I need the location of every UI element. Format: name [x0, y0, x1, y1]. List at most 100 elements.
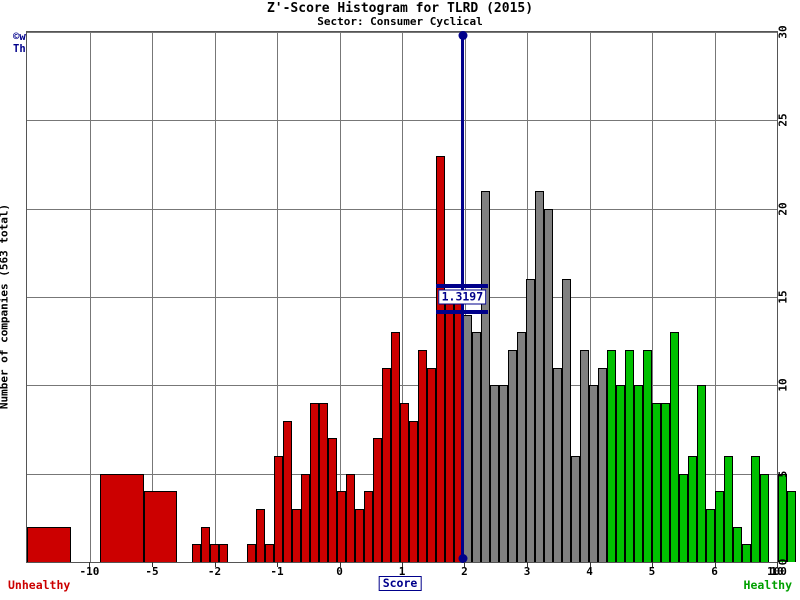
- histogram-bar: [273, 456, 283, 562]
- histogram-bar: [144, 491, 177, 562]
- x-axis-tick-label: -1: [270, 565, 284, 578]
- histogram-bar: [498, 385, 508, 562]
- histogram-bar: [516, 332, 526, 562]
- histogram-bar: [363, 491, 373, 562]
- x-axis-tick-mark: [714, 562, 716, 567]
- histogram-bar: [480, 191, 490, 562]
- histogram-bar: [336, 491, 346, 562]
- x-axis-tick-mark: [89, 562, 91, 567]
- y-axis-tick-label: 5: [776, 470, 790, 477]
- histogram-bar: [606, 350, 616, 562]
- histogram-bar: [750, 456, 760, 562]
- x-axis-tick-label: -2: [207, 565, 222, 578]
- histogram-bar: [624, 350, 634, 562]
- y-axis-tick-label: 0: [776, 558, 790, 566]
- x-axis-tick-label: 2: [461, 565, 468, 578]
- histogram-bar: [786, 491, 796, 562]
- histogram-bar: [100, 473, 144, 562]
- x-axis-tick-label: 4: [586, 565, 593, 578]
- plot-inner: 1.3197: [27, 31, 796, 563]
- histogram-bar: [210, 544, 219, 562]
- score-marker-top-dot: [458, 31, 468, 40]
- histogram-bar: [435, 155, 445, 562]
- y-axis-tick-label: 30: [776, 25, 790, 39]
- x-axis-tick-label: 100: [767, 565, 787, 578]
- x-axis-tick-mark: [402, 562, 403, 567]
- chart-subtitle: Sector: Consumer Cyclical: [317, 15, 483, 28]
- histogram-bar: [264, 544, 274, 562]
- score-marker-cap-bottom: [436, 310, 489, 314]
- x-axis-caption: Score: [378, 576, 422, 591]
- histogram-bar: [309, 403, 319, 562]
- histogram-bar: [651, 403, 661, 562]
- x-axis-tick-mark: [214, 562, 216, 567]
- histogram-bar: [777, 473, 787, 562]
- histogram-bar: [246, 544, 256, 562]
- y-axis-tick-label: 10: [776, 378, 790, 392]
- histogram-bar: [345, 473, 355, 562]
- gridline-horizontal: [27, 385, 777, 386]
- histogram-bar: [27, 526, 71, 562]
- histogram-bar: [642, 350, 652, 562]
- histogram-bar: [714, 491, 724, 562]
- histogram-bar: [534, 191, 544, 562]
- x-axis-tick-mark: [152, 562, 154, 567]
- histogram-bar: [615, 385, 625, 562]
- y-axis-tick-label: 20: [776, 202, 790, 216]
- histogram-bar: [489, 385, 499, 562]
- x-axis-tick-label: -5: [145, 565, 159, 578]
- histogram-bar: [561, 279, 571, 562]
- gridline-horizontal: [27, 209, 777, 210]
- x-axis-tick-label: -10: [79, 565, 100, 578]
- histogram-bar: [282, 420, 292, 562]
- histogram-bar: [660, 403, 670, 562]
- score-marker-bottom-dot: [458, 554, 468, 563]
- gridline-horizontal: [27, 297, 777, 298]
- gridline-horizontal: [27, 32, 777, 33]
- x-axis-tick-label: 10: [770, 565, 784, 578]
- histogram-bar: [417, 350, 427, 562]
- histogram-bar: [201, 526, 210, 562]
- histogram-bar: [327, 438, 337, 562]
- histogram-bar: [390, 332, 400, 562]
- x-axis-tick-label: 0: [336, 565, 343, 578]
- histogram-bar: [525, 279, 535, 562]
- histogram-bar: [318, 403, 328, 562]
- x-axis-tick-mark: [777, 562, 778, 567]
- histogram-bar: [255, 509, 265, 562]
- score-marker-cap-top: [436, 284, 489, 288]
- histogram-bar: [570, 456, 580, 562]
- histogram-bar: [408, 420, 418, 562]
- histogram-bar: [741, 544, 751, 562]
- x-axis-tick-mark: [464, 562, 466, 567]
- x-axis-tick-mark: [276, 562, 278, 567]
- histogram-bar: [444, 297, 454, 562]
- x-axis-tick-label: 1: [398, 565, 406, 578]
- x-axis-tick-mark: [339, 562, 341, 567]
- histogram-bar: [381, 367, 391, 562]
- histogram-bar: [354, 509, 364, 562]
- chart-title: Z'-Score Histogram for TLRD (2015): [266, 1, 534, 16]
- x-axis-tick-label: 5: [648, 565, 656, 578]
- x-axis-tick-mark: [527, 562, 529, 567]
- histogram-bar: [291, 509, 301, 562]
- histogram-bar: [696, 385, 706, 562]
- unhealthy-label: Unhealthy: [8, 578, 71, 592]
- y-axis-tick-label: 15: [776, 290, 790, 304]
- plot-area: 1.3197: [26, 31, 796, 563]
- histogram-bar: [678, 473, 688, 562]
- histogram-bar: [579, 350, 589, 562]
- histogram-bar: [669, 332, 679, 562]
- histogram-bar: [552, 367, 562, 562]
- histogram-bar: [219, 544, 228, 562]
- histogram-bar: [372, 438, 382, 562]
- histogram-bar: [705, 509, 715, 562]
- x-axis-tick-mark: [589, 562, 591, 567]
- histogram-bar: [597, 367, 607, 562]
- healthy-label: Healthy: [743, 578, 792, 592]
- histogram-bar: [300, 473, 310, 562]
- x-axis-tick-label: 6: [711, 565, 718, 578]
- histogram-bar: [723, 456, 733, 562]
- histogram-bar: [759, 473, 769, 562]
